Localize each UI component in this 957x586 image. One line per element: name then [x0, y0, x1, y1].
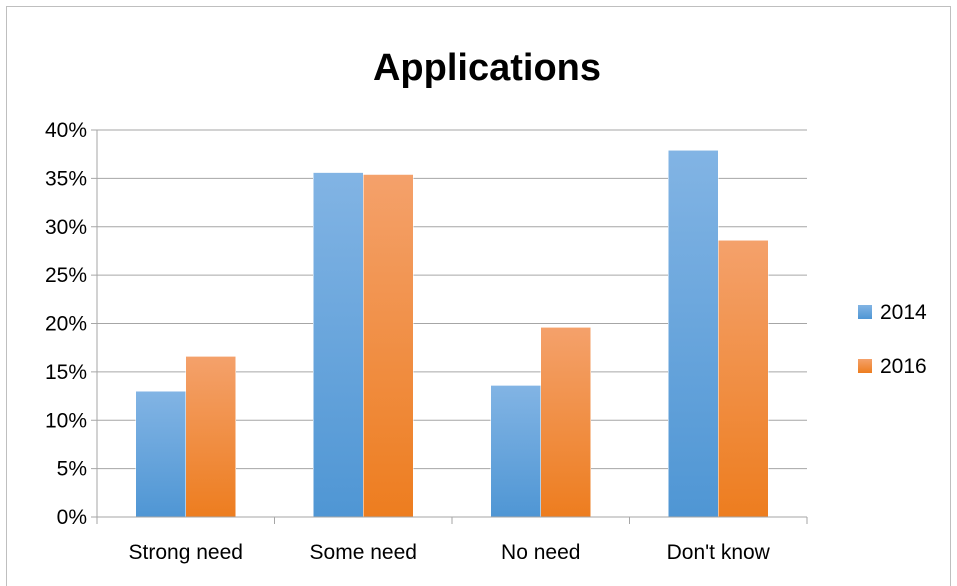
y-tick-label: 40%	[45, 119, 87, 142]
bars	[135, 150, 769, 518]
chart-title: Applications	[373, 47, 601, 89]
bar-2014-don-t-know	[668, 150, 719, 518]
legend-label-2014: 2014	[880, 301, 927, 324]
bar-2016-no-need	[540, 327, 591, 518]
y-tick-label: 35%	[45, 167, 87, 190]
y-axis-ticks: 0% 5% 10% 15% 20% 25% 30% 35% 40%	[45, 119, 98, 529]
bar-2014-no-need	[490, 385, 541, 518]
bar-2014-strong-need	[135, 390, 186, 518]
bar-2016-don-t-know	[718, 240, 769, 518]
bar-2016-strong-need	[185, 356, 236, 518]
legend: 2014 2016	[858, 301, 927, 378]
legend-swatch-2014	[858, 305, 872, 319]
y-tick-label: 10%	[45, 409, 87, 432]
x-category-label: Don't know	[667, 541, 771, 564]
x-category-label: Some need	[310, 541, 417, 564]
y-tick-label: 30%	[45, 216, 87, 239]
legend-swatch-2016	[858, 359, 872, 373]
y-tick-label: 5%	[57, 458, 87, 481]
y-tick-label: 20%	[45, 313, 87, 336]
y-tick-label: 15%	[45, 361, 87, 384]
legend-label-2016: 2016	[880, 355, 927, 378]
x-axis	[96, 516, 808, 524]
x-axis-categories: Strong need Some need No need Don't know	[129, 541, 771, 564]
x-category-label: No need	[501, 541, 580, 564]
y-tick-label: 25%	[45, 264, 87, 287]
bar-2014-some-need	[313, 172, 364, 518]
y-tick-label: 0%	[57, 506, 87, 529]
x-category-label: Strong need	[129, 541, 243, 564]
bar-2016-some-need	[363, 174, 414, 518]
